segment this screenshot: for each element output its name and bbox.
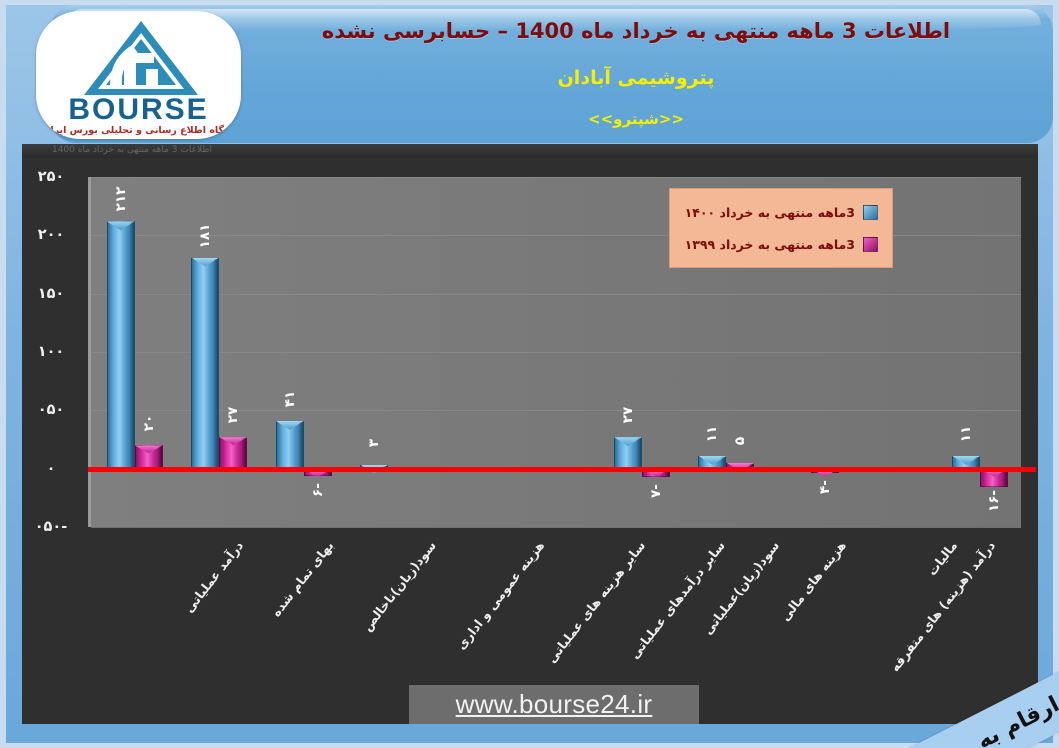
- x-axis-label: هزینه عمومی و اداری: [453, 538, 548, 653]
- y-axis: -۰۵۰ ۰ ۰۵۰ ۱۰۰ ۱۵۰ ۲۰۰ ۲۵۰: [22, 169, 88, 535]
- ticker-symbol: <<شپترو>>: [588, 110, 684, 128]
- chart-legend[interactable]: 3ماهه منتهی به خرداد ۱۴۰۰ 3ماهه منتهی به…: [669, 188, 893, 268]
- bar-value-label: ۱۸۱: [197, 223, 214, 248]
- gridline: [91, 235, 1021, 237]
- x-axis-label: درآمد عملیاتی: [181, 538, 247, 616]
- logo-wordmark: BOURSE: [68, 93, 209, 126]
- y-axis-tick-label: ۰۵۰: [37, 402, 65, 419]
- bar-shading: [325, 469, 331, 475]
- header-gloss: [66, 9, 1041, 31]
- bar-cap: [613, 437, 642, 447]
- x-axis-label: بهای تمام شده: [268, 538, 337, 620]
- y-axis-tick-label: ۲۵۰: [37, 169, 65, 185]
- bourse24-logo[interactable]: BOURSE پایگاه اطلاع رسانی و تحلیلی بورس …: [36, 11, 241, 139]
- bar-series-container: ۲۱۲ ۲۰ ۱۸۱ ۲۷ ۴۱ -۶ ۳ ۲۷ -۷ ۱۱ ۵ -۴ ۱۱ -۱۶: [91, 177, 1021, 527]
- bar-value-label: -۷: [647, 483, 664, 498]
- chart-panel: اطلاعات 3 ماهه منتهی به خرداد ماه 1400 -…: [22, 144, 1038, 724]
- bar-cap: [219, 437, 248, 446]
- gridline: [91, 527, 1021, 528]
- company-name: پتروشیمی آبادان: [557, 67, 715, 89]
- bar-shading: [720, 456, 726, 468]
- bar-cap: [134, 445, 163, 454]
- bar-cap: [191, 257, 220, 267]
- gridline: [91, 410, 1021, 412]
- bar-cap: [641, 468, 670, 477]
- bar-cap: [106, 221, 135, 231]
- bar-shading: [974, 456, 980, 468]
- bar-value-label: ۲۱۲: [112, 186, 129, 212]
- legend-swatch-blue-icon: [863, 204, 878, 220]
- x-axis-label: سود(زیان)ناخالص: [359, 538, 440, 634]
- bar-shading: [1002, 469, 1008, 487]
- panel-top-strip: [22, 144, 1038, 158]
- bar-shading: [128, 222, 134, 468]
- y-axis-tick-label: -۰۵۰: [34, 519, 68, 535]
- bar-shading: [297, 421, 303, 468]
- legend-entry-1400[interactable]: 3ماهه منتهی به خرداد ۱۴۰۰: [682, 199, 878, 225]
- bar-cap: [698, 455, 727, 465]
- bar-cap: [980, 468, 1009, 477]
- bar-shading: [748, 463, 754, 468]
- bar-value-label: ۱۱: [958, 425, 975, 443]
- y-axis-tick-label: ۲۰۰: [37, 227, 65, 244]
- bar-series-1399: [134, 445, 163, 469]
- x-axis-label: سایر درآمدهای عملیاتی: [626, 538, 728, 662]
- bar-value-label: ۲۷: [619, 406, 636, 424]
- bar-value-label: ۳: [366, 438, 383, 447]
- bar-series-1400: [191, 257, 220, 469]
- bar-shading: [635, 438, 641, 468]
- header: BOURSE پایگاه اطلاع رسانی و تحلیلی بورس …: [6, 5, 1053, 143]
- bar-value-label: -۱۶: [986, 490, 1003, 513]
- bar-value-label: ۲۰: [140, 415, 157, 432]
- bar-cap: [303, 468, 332, 477]
- bar-cap: [275, 420, 304, 430]
- bar-cap: [952, 455, 981, 465]
- bar-value-label: ۲۷: [225, 406, 242, 424]
- bar-series-1400: [952, 455, 981, 469]
- unit-banner-holder: ارقام به میلیارد تومان: [759, 568, 1059, 748]
- site-url-box[interactable]: www.bourse24.ir: [409, 685, 699, 724]
- y-axis-tick-label: ۱۰۰: [37, 344, 65, 360]
- bar-value-label: -۶: [309, 482, 326, 497]
- bar-series-1400: [106, 221, 135, 469]
- bar-value-label: ۴۱: [281, 390, 298, 408]
- legend-entry-1399[interactable]: 3ماهه منتهی به خرداد ۱۳۹۹: [682, 231, 878, 257]
- y-axis-tick-label: ۰: [46, 460, 56, 477]
- legend-swatch-pink-icon: [863, 236, 878, 252]
- bourse24-triangle-logo-icon: [84, 21, 198, 95]
- bar-value-label: ۱۱: [704, 425, 721, 443]
- gridline: [91, 293, 1021, 295]
- bar-shading: [241, 438, 247, 468]
- legend-label-1399: 3ماهه منتهی به خرداد ۱۳۹۹: [684, 236, 855, 252]
- site-url-link[interactable]: www.bourse24.ir: [455, 689, 653, 719]
- y-axis-tick-label: ۱۵۰: [37, 285, 65, 302]
- bar-series-1400: [275, 420, 304, 469]
- zero-baseline: [88, 466, 1036, 472]
- gridline: [91, 177, 1021, 178]
- unit-banner: ارقام به میلیارد تومان: [778, 651, 1059, 748]
- page-title: اطلاعات 3 ماهه منتهی به خرداد ماه 1400 –…: [321, 19, 951, 43]
- bar-value-label: -۴: [817, 480, 834, 495]
- legend-label-1400: 3ماهه منتهی به خرداد ۱۴۰۰: [684, 204, 855, 220]
- bar-series-1399: [219, 437, 248, 469]
- bar-cap: [811, 468, 840, 477]
- gridline: [91, 352, 1021, 353]
- unit-banner-text: ارقام به میلیارد تومان: [839, 692, 1059, 748]
- bar-shading: [213, 258, 219, 468]
- bar-shading: [156, 446, 162, 468]
- bar-series-1400: [613, 437, 642, 469]
- panel-watermark-title: اطلاعات 3 ماهه منتهی به خرداد ماه 1400: [52, 145, 212, 155]
- bar-shading: [663, 469, 669, 476]
- logo-tagline: پایگاه اطلاع رسانی و تحلیلی بورس ایران: [42, 125, 235, 136]
- bar-value-label: ۵: [732, 436, 749, 445]
